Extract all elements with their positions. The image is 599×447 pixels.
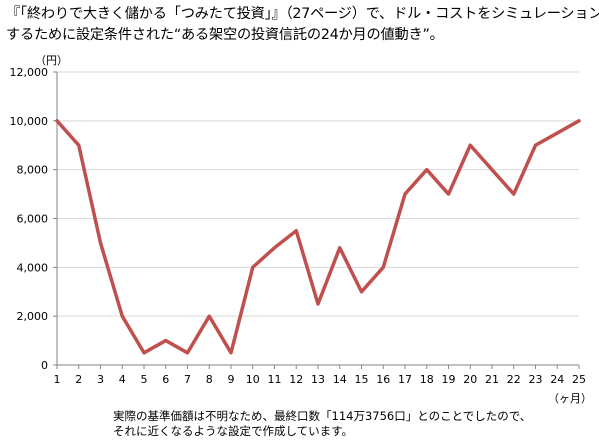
- footnote-line-2: それに近くなるような設定で作成しています。: [113, 424, 354, 438]
- chart-gridlines: [57, 71, 579, 317]
- x-tick-label: 6: [162, 373, 169, 386]
- x-tick-label: 1: [54, 373, 61, 386]
- x-tick-label: 19: [442, 373, 456, 386]
- x-tick-label: 22: [507, 373, 521, 386]
- x-tick-label: 3: [97, 373, 104, 386]
- y-axis-tick-labels: 0 2,000 4,000 6,000 8,000 10,000 12,000: [10, 66, 49, 372]
- chart-footnote: 実際の基準価額は不明なため、最終口数「114万3756口」とのことでしたので、 …: [113, 409, 531, 439]
- header-line-2: するために設定条件された“ある架空の投資信託の24か月の値動き”。: [6, 27, 444, 43]
- y-tick-label: 6,000: [17, 213, 49, 226]
- y-tick-label: 8,000: [17, 164, 49, 177]
- x-tick-label: 25: [572, 373, 586, 386]
- y-tick-label: 4,000: [17, 261, 49, 274]
- x-tick-label: 20: [463, 373, 477, 386]
- x-axis-tick-labels: 1 2 3 4 5 6 7 8 9 10 11 12 13 14 15 16 17 18 19 20 21 22 23 24 2…: [54, 373, 587, 386]
- x-tick-label: 11: [268, 373, 282, 386]
- x-tick-label: 14: [333, 373, 347, 386]
- x-tick-label: 17: [398, 373, 412, 386]
- x-tick-label: 10: [246, 373, 260, 386]
- price-series-line: [55, 119, 581, 355]
- footnote-line-1: 実際の基準価額は不明なため、最終口数「114万3756口」とのことでしたので、: [113, 409, 532, 423]
- chart-series: [55, 119, 581, 355]
- x-tick-label: 23: [529, 373, 543, 386]
- y-tick-label: 12,000: [10, 66, 49, 79]
- header-line-1: 『「終わりで大きく儲かる「つみたて投資」』（27ページ）で、ドル・コストをシミュ…: [6, 6, 599, 22]
- y-tick-label: 0: [41, 359, 48, 372]
- x-tick-label: 16: [376, 373, 390, 386]
- x-axis-unit-label: （ヶ月）: [548, 392, 592, 405]
- x-tick-label: 4: [119, 373, 126, 386]
- x-tick-label: 2: [75, 373, 82, 386]
- y-tick-label: 2,000: [17, 310, 49, 323]
- x-tick-label: 21: [485, 373, 499, 386]
- chart-axes: [53, 71, 580, 369]
- x-tick-label: 15: [355, 373, 369, 386]
- x-tick-label: 13: [311, 373, 325, 386]
- chart-header-text: 『「終わりで大きく儲かる「つみたて投資」』（27ページ）で、ドル・コストをシミュ…: [6, 4, 599, 46]
- x-tick-label: 8: [206, 373, 213, 386]
- x-tick-label: 9: [228, 373, 235, 386]
- x-tick-label: 5: [141, 373, 148, 386]
- x-tick-label: 12: [289, 373, 303, 386]
- x-tick-label: 24: [550, 373, 564, 386]
- x-tick-label: 18: [420, 373, 434, 386]
- y-tick-label: 10,000: [10, 115, 49, 128]
- x-tick-label: 7: [184, 373, 191, 386]
- y-axis-unit-label: （円）: [35, 54, 68, 67]
